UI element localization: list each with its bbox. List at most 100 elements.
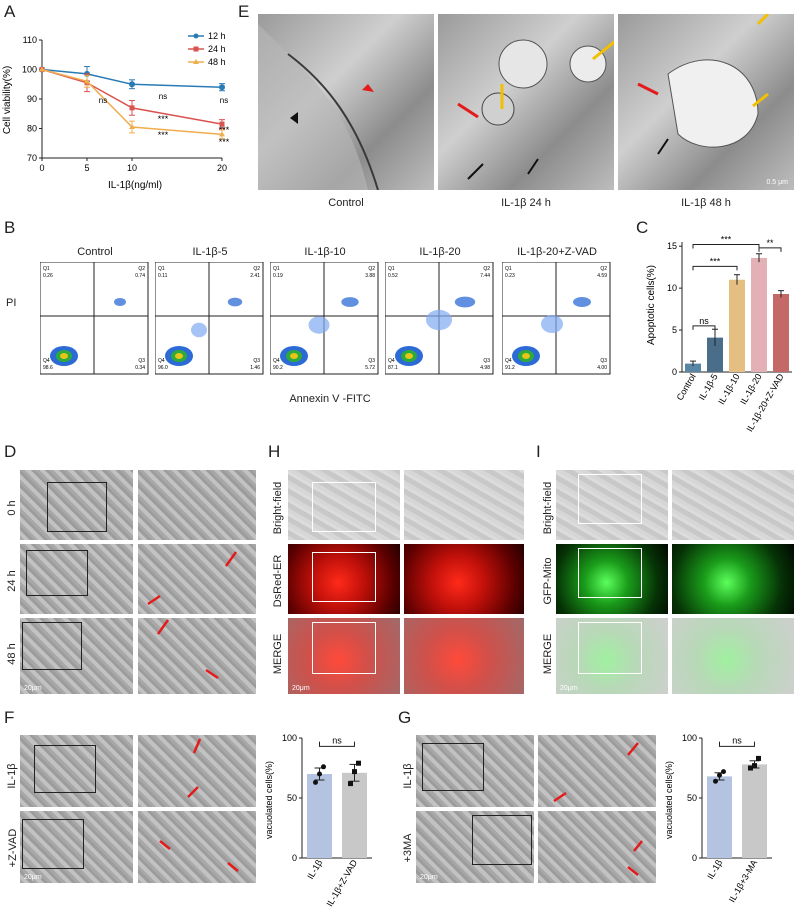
quadrant-label: 0.26 [43,273,53,279]
data-point [129,105,135,111]
row-label-dsred-er: DsRed-ER [272,554,284,608]
flow-title: IL-1β-20 [419,246,461,258]
quadrant-label: 91.2 [505,365,515,371]
bar [707,776,732,858]
quadrant-label: Q4 [388,358,395,364]
panel-label-i: I [536,442,541,461]
quadrant-label: 5.72 [365,365,375,371]
cell-cluster-center [175,353,183,359]
panel-label-e: E [238,2,250,21]
replicate-point [752,763,757,769]
quadrant-label: 96.0 [158,365,168,371]
cell-cluster-center [522,353,530,359]
annot-ns-20: ns [220,96,228,105]
x-tick-label: IL-1β [705,858,724,881]
data-point [84,78,90,84]
row-label-brightfield: Bright-field [542,481,554,535]
quadrant-label: 87.1 [388,365,398,371]
sig-bracket [319,741,355,747]
quadrant-label: Q3 [138,358,145,364]
flow-title: IL-1β-10 [304,246,346,258]
replicate-point [321,764,326,770]
sig-bracket-ns-label: ns [699,316,709,326]
y-tick-label: 80 [27,124,37,134]
x-tick-label: Control [675,372,698,402]
row-label-merge: MERGE [542,633,554,675]
bar [742,764,767,858]
legend-item-48h: 48 h [208,57,226,67]
bar [729,279,745,372]
y-tick-label: 0 [292,853,297,863]
sig-bracket-label: ns [732,735,742,745]
double-positive-cluster [454,296,476,308]
cell-spread [308,316,330,334]
panel-label-f: F [4,708,15,727]
row-label-gfp-mito: GFP-Mito [542,557,554,605]
legend-marker-24h [193,46,199,52]
cell-cluster-center [405,353,413,359]
flow-title: Control [77,246,113,258]
tem-control-image [258,14,434,190]
legend-item-24h: 24 h [208,44,226,54]
row-label-24h: 24 h [6,570,18,592]
quadrant-label: 0.52 [388,273,398,279]
y-axis-label: Apoptotic cells(%) [646,265,657,345]
quadrant-label: Q3 [368,358,375,364]
quadrant-label: 0.19 [273,273,283,279]
tem-24h-image [438,14,614,190]
data-point [219,131,225,137]
er-merge-zoom [404,618,524,694]
panel-label-h: H [268,442,281,461]
replicate-point [713,778,718,784]
replicate-point [748,765,753,771]
x-tick-label: 20 [217,163,227,173]
double-positive-cluster [114,298,126,306]
double-positive-cluster [227,297,243,307]
y-tick-label: 50 [287,793,297,803]
quadrant-label: 0.34 [135,365,145,371]
row-label-il1b: IL-1β [402,763,414,789]
bar [342,772,367,858]
y-tick-label: 100 [282,733,297,743]
legend-item-12h: 12 h [208,31,226,41]
phase-image-48h: 20μm [20,618,133,694]
quadrant-label: 0.74 [135,273,145,279]
flow-title: IL-1β-20+Z-VAD [517,246,597,258]
mito-merge-image: 20μm [556,618,668,694]
phase-image-24h [20,544,133,614]
y-tick-label: 10 [667,283,677,293]
panel-label-g: G [398,708,412,727]
vacuolated-zvad-bar-chart: 0 50 100 IL-1β IL-1β+Z-VAD ns vacuolated cell… [264,733,372,908]
apoptosis-bar-chart: 051015ControlIL-1β-5IL-1β-10IL-1β-20IL-1… [646,235,792,434]
x-tick-label: 5 [84,163,89,173]
panel-label-c: C [636,218,649,237]
replicate-point [352,769,357,775]
sig-bracket-20-label: *** [721,235,732,245]
x-axis-label: IL-1β(ng/ml) [108,180,162,191]
replicate-point [356,760,361,766]
quadrant-label: 7.44 [480,273,490,279]
quadrant-label: Q2 [253,266,260,272]
cell-spread [541,315,563,333]
panel-label-b: B [4,218,16,237]
arrow-black [467,163,484,180]
quadrant-label: Q1 [43,266,50,272]
y-tick-label: 70 [27,153,37,163]
y-axis-label: vacuolated cells(%) [664,761,674,839]
quadrant-label: Q2 [138,266,145,272]
series-line-2 [41,68,223,136]
bar [751,257,767,372]
tem-48h-image: 0.5 μm [618,14,794,190]
replicate-point [348,781,353,787]
zvad-treated-zoom [138,811,256,883]
bar [307,774,332,858]
tem-caption-24h: IL-1β 24 h [501,197,551,209]
y-tick-label: 0 [672,367,677,377]
arrow-black [527,158,539,175]
quadrant-label: Q4 [273,358,280,364]
quadrant-label: Q2 [368,266,375,272]
